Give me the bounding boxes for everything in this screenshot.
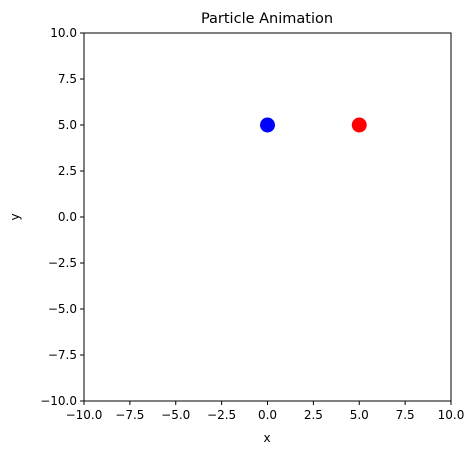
y-tick-label: −2.5 [48,256,77,270]
x-tick-label: 2.5 [304,408,323,422]
x-tick-label: 5.0 [350,408,369,422]
x-tick-label: −10.0 [66,408,103,422]
x-axis-label: x [263,431,270,445]
x-tick-label: −2.5 [207,408,236,422]
chart-title: Particle Animation [201,11,333,27]
particle-point [260,117,275,133]
x-tick-label: −5.0 [161,408,190,422]
x-axis-ticks: −10.0 −7.5 −5.0 −2.5 0.0 2.5 5.0 7.5 10.0 [66,401,465,422]
x-tick-label: 10.0 [438,408,465,422]
y-tick-label: 7.5 [58,72,77,86]
y-axis-ticks: −10.0 −7.5 −5.0 −2.5 0.0 2.5 5.0 7.5 10.0 [40,26,84,408]
x-tick-label: 0.0 [258,408,277,422]
particle-point [351,117,367,133]
plot-area-frame [83,32,452,402]
y-tick-label: −5.0 [48,302,77,316]
x-tick-label: 7.5 [396,408,415,422]
x-tick-label: −7.5 [115,408,144,422]
data-points [260,117,367,133]
y-tick-label: 5.0 [58,118,77,132]
y-axis-label: y [8,213,22,220]
y-tick-label: 0.0 [58,210,77,224]
y-tick-label: 10.0 [50,26,77,40]
y-tick-label: 2.5 [58,164,77,178]
y-tick-label: −10.0 [40,394,77,408]
y-tick-label: −7.5 [48,348,77,362]
